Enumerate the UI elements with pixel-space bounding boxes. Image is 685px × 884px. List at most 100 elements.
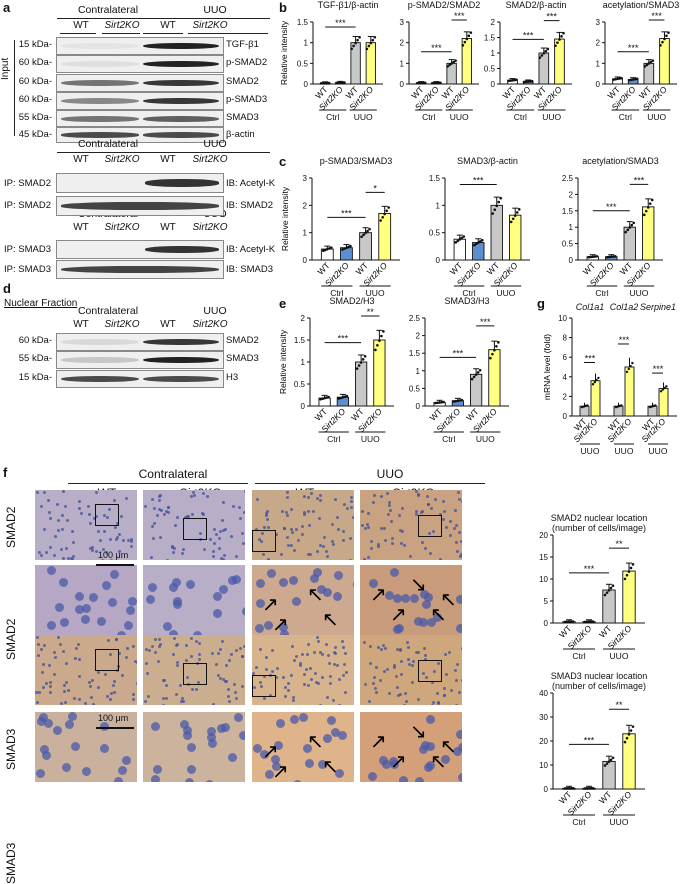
nucleus [420, 511, 423, 514]
nucleus [393, 594, 402, 603]
nucleus [332, 543, 335, 546]
nucleus [179, 684, 182, 687]
y-tick-label: 2.5 [562, 174, 574, 183]
nucleus [373, 676, 376, 679]
nucleus [144, 505, 147, 508]
dot-3-0 [643, 214, 646, 217]
g-dot [620, 404, 622, 406]
nucleus [57, 636, 60, 639]
dot-2-3 [366, 230, 369, 233]
nucleus [338, 731, 347, 740]
dot-2-3 [356, 39, 359, 42]
group-label-ctrl: Ctrl [572, 651, 585, 661]
nucleus [100, 744, 109, 753]
nucleus [458, 691, 461, 694]
nucleus [321, 653, 324, 656]
dot-3-3 [630, 567, 633, 570]
nucleus [89, 685, 92, 688]
nucleus [175, 693, 178, 696]
nucleus [221, 640, 224, 643]
nucleus [421, 541, 424, 544]
nucleus [190, 655, 193, 658]
dot-3-1 [556, 41, 559, 44]
nucleus [454, 669, 457, 672]
nucleus [259, 648, 262, 651]
dot-2-4 [479, 369, 482, 372]
nucleus [325, 643, 328, 646]
nucleus [373, 494, 376, 497]
histo-image-r3-c3: ↗↗↘↖↖ [360, 712, 462, 782]
nucleus [187, 765, 196, 774]
row-label-2: SMAD3 [4, 729, 18, 770]
histo-image-r0-c3 [360, 490, 462, 560]
nucleus [386, 668, 389, 671]
y-tick-label: 0 [491, 80, 496, 89]
y-tick-label: 0 [544, 619, 549, 628]
dot-3-3 [649, 202, 652, 205]
nucleus [445, 526, 448, 529]
nucleus [382, 644, 385, 647]
nucleus [319, 494, 322, 497]
nucleus [97, 671, 100, 674]
nucleus [316, 550, 319, 553]
nucleus [424, 547, 427, 550]
dot-2-4 [499, 197, 502, 200]
dot-0-4 [424, 82, 427, 85]
nucleus [457, 491, 460, 494]
nucleus [167, 511, 170, 514]
nucleus [310, 492, 313, 495]
nucleus [122, 539, 125, 542]
nucleus [364, 683, 367, 686]
x-tick-label-2: WT [597, 789, 613, 805]
nucleus [316, 497, 319, 500]
g-sig-label-0: *** [585, 353, 596, 363]
nucleus [187, 743, 196, 752]
nucleus [303, 673, 306, 676]
sig-label-1: *** [546, 12, 557, 22]
dot-3-4 [374, 36, 377, 39]
nucleus [78, 507, 81, 510]
nucleus [136, 661, 137, 664]
chart-title: SMAD2 nuclear location [551, 513, 648, 523]
y-tick-label: 0 [544, 785, 549, 794]
dot-1-4 [349, 245, 352, 248]
nucleus [40, 505, 43, 508]
dot-3-2 [378, 339, 381, 342]
nucleus [431, 704, 434, 705]
nucleus [37, 643, 40, 646]
nucleus [333, 592, 342, 601]
nucleus [43, 644, 46, 647]
dot-1-4 [592, 620, 595, 623]
nucleus [458, 773, 462, 782]
nucleus [369, 645, 372, 648]
dot-2-0 [491, 212, 494, 215]
nucleus [350, 506, 353, 509]
nucleus [157, 660, 160, 663]
dot-1-4 [346, 395, 349, 398]
chart-title: acetylation/SMAD3 [582, 156, 659, 166]
nucleus [193, 494, 196, 497]
nucleus [241, 532, 244, 535]
y-tick-label: 2 [491, 18, 496, 27]
nucleus [222, 501, 225, 504]
nucleus [206, 495, 209, 498]
sig-label-1: *** [454, 11, 465, 21]
nucleus [295, 528, 298, 531]
nucleus [176, 661, 179, 664]
dot-0-4 [620, 77, 623, 80]
dot-3-2 [383, 213, 386, 216]
nucleus [343, 663, 346, 666]
nucleus [120, 515, 123, 518]
nucleus [49, 685, 52, 688]
y-tick-label: 10 [539, 761, 548, 770]
y-tick-label: 0.5 [294, 380, 306, 389]
g-y-tick-label: 4 [563, 373, 568, 382]
nucleus [176, 664, 179, 667]
x-tick-label-0: WT [557, 623, 573, 639]
dot-2-3 [610, 758, 613, 761]
arrow-marker: ↘ [410, 575, 427, 595]
g-y-tick-label: 6 [563, 353, 568, 362]
sig-label-1: ** [615, 539, 623, 549]
nucleus [281, 510, 284, 513]
nucleus [49, 517, 52, 520]
